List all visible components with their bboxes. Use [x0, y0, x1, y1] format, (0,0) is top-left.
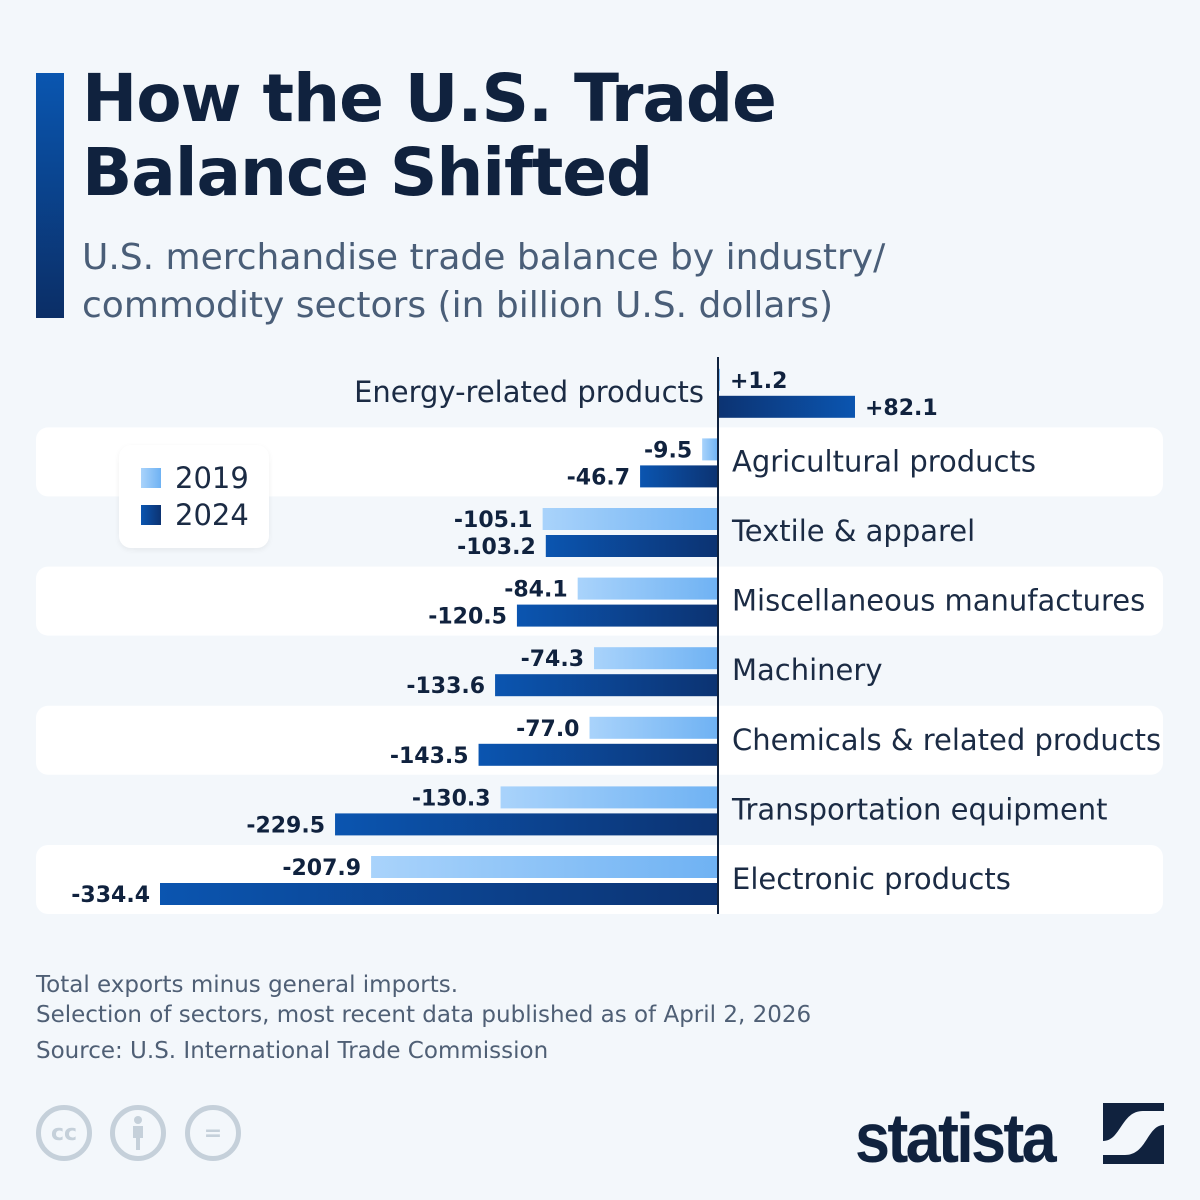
bar-2019 — [371, 856, 718, 878]
bar-2019 — [718, 368, 721, 391]
data-label-2019: -9.5 — [644, 438, 692, 463]
category-label: Textile & apparel — [731, 514, 975, 548]
data-label-2019: +1.2 — [730, 369, 787, 394]
footnotes: Total exports minus general imports. Sel… — [36, 970, 811, 1030]
bar-2024 — [335, 813, 718, 836]
data-label-2024: +82.1 — [865, 396, 938, 421]
category-label: Electronic products — [732, 862, 1011, 896]
data-label-2019: -84.1 — [504, 578, 567, 603]
bar-2024 — [160, 883, 718, 905]
data-label-2024: -103.2 — [457, 535, 536, 560]
bar-2019 — [594, 647, 718, 670]
no-derivatives-icon[interactable]: = — [185, 1105, 241, 1161]
bar-2019 — [542, 508, 718, 530]
footnote-definition: Total exports minus general imports. — [36, 972, 459, 998]
bar-2019 — [577, 577, 718, 600]
data-label-2024: -334.4 — [71, 883, 150, 908]
legend-swatch-2019 — [141, 468, 161, 488]
row-background — [36, 427, 1163, 497]
bar-2024 — [718, 395, 855, 418]
data-label-2024: -120.5 — [428, 605, 507, 630]
cc-icon-text: cc — [50, 1120, 78, 1146]
bar-2024 — [478, 743, 718, 766]
data-label-2019: -77.0 — [516, 717, 579, 742]
statista-logo[interactable]: statista — [855, 1099, 1057, 1177]
data-label-2019: -74.3 — [521, 647, 584, 672]
bar-2024 — [545, 535, 718, 557]
bar-2019 — [500, 786, 718, 809]
equals-glyph: = — [203, 1120, 223, 1146]
legend-swatch-2024 — [141, 505, 161, 525]
row-background — [36, 705, 1163, 775]
legend-label: 2019 — [175, 461, 249, 495]
footnote-selection: Selection of sectors, most recent data p… — [36, 1002, 812, 1028]
person-glyph — [133, 1116, 143, 1150]
legend-item-2024: 2024 — [141, 498, 249, 532]
bar-2019 — [589, 716, 718, 739]
bar-2024 — [640, 465, 718, 488]
legend: 2019 2024 — [119, 445, 269, 548]
page-subtitle: U.S. merchandise trade balance by indust… — [82, 237, 886, 326]
statista-logo-mark-icon — [1103, 1103, 1164, 1164]
data-label-2019: -130.3 — [412, 786, 491, 811]
category-label: Transportation equipment — [731, 792, 1108, 826]
legend-item-2019: 2019 — [141, 461, 249, 495]
bar-2024 — [516, 604, 718, 627]
title-accent-bar — [36, 73, 64, 318]
category-label: Miscellaneous manufactures — [732, 584, 1145, 618]
data-label-2019: -207.9 — [282, 856, 361, 881]
data-label-2024: -143.5 — [390, 744, 469, 769]
source-text: Source: U.S. International Trade Commiss… — [36, 1038, 549, 1064]
row-background — [36, 566, 1163, 636]
category-label: Chemicals & related products — [732, 723, 1161, 757]
data-label-2024: -133.6 — [406, 674, 485, 699]
cc-icon[interactable]: cc — [36, 1105, 92, 1161]
bar-2019 — [702, 438, 718, 461]
legend-label: 2024 — [175, 498, 249, 532]
page-title: How the U.S. Trade Balance Shifted — [82, 60, 777, 211]
bar-2024 — [495, 674, 718, 697]
data-label-2019: -105.1 — [454, 508, 533, 533]
category-label: Energy-related products — [354, 375, 704, 409]
category-label: Agricultural products — [732, 444, 1036, 478]
data-label-2024: -46.7 — [567, 465, 630, 490]
category-label: Machinery — [732, 653, 882, 687]
attribution-icon[interactable] — [110, 1105, 166, 1161]
data-label-2024: -229.5 — [246, 813, 325, 838]
